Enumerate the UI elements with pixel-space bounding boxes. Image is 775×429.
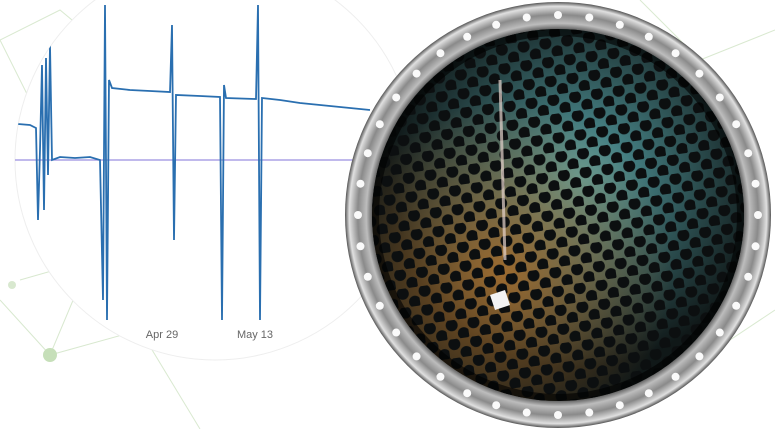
bolt <box>695 70 703 78</box>
bolt <box>752 242 760 250</box>
x-tick-label: May 13 <box>237 329 273 341</box>
bolt <box>732 302 740 310</box>
bolt <box>523 13 531 21</box>
bolt <box>523 409 531 417</box>
bolt <box>695 352 703 360</box>
bolt <box>364 149 372 157</box>
bolt <box>492 401 500 409</box>
porthole <box>345 2 771 428</box>
bolt <box>616 21 624 29</box>
bolt <box>436 373 444 381</box>
bolt <box>645 33 653 41</box>
bolt <box>744 149 752 157</box>
bolt <box>672 373 680 381</box>
bolt <box>356 242 364 250</box>
bolt <box>364 273 372 281</box>
bolt <box>585 13 593 21</box>
bolt <box>413 70 421 78</box>
bolt <box>376 120 384 128</box>
bolt <box>716 329 724 337</box>
bolt <box>554 411 562 419</box>
bolt <box>585 409 593 417</box>
bolt <box>492 21 500 29</box>
bolt <box>554 11 562 19</box>
bolt <box>356 180 364 188</box>
bolt <box>672 49 680 57</box>
bolt <box>413 352 421 360</box>
scene: Apr 29 May 13 May 2 <box>0 0 775 429</box>
bolt <box>752 180 760 188</box>
bolt <box>354 211 362 219</box>
bolt <box>645 389 653 397</box>
x-tick-label: May 2 <box>332 329 362 341</box>
bolt <box>716 93 724 101</box>
bolt <box>463 33 471 41</box>
bolt <box>392 93 400 101</box>
bolt <box>463 389 471 397</box>
x-tick-label: Apr 29 <box>146 329 178 341</box>
bolt <box>376 302 384 310</box>
bolt <box>744 273 752 281</box>
bolt <box>754 211 762 219</box>
bolt <box>732 120 740 128</box>
bolt <box>616 401 624 409</box>
bolt <box>436 49 444 57</box>
bolt <box>392 329 400 337</box>
